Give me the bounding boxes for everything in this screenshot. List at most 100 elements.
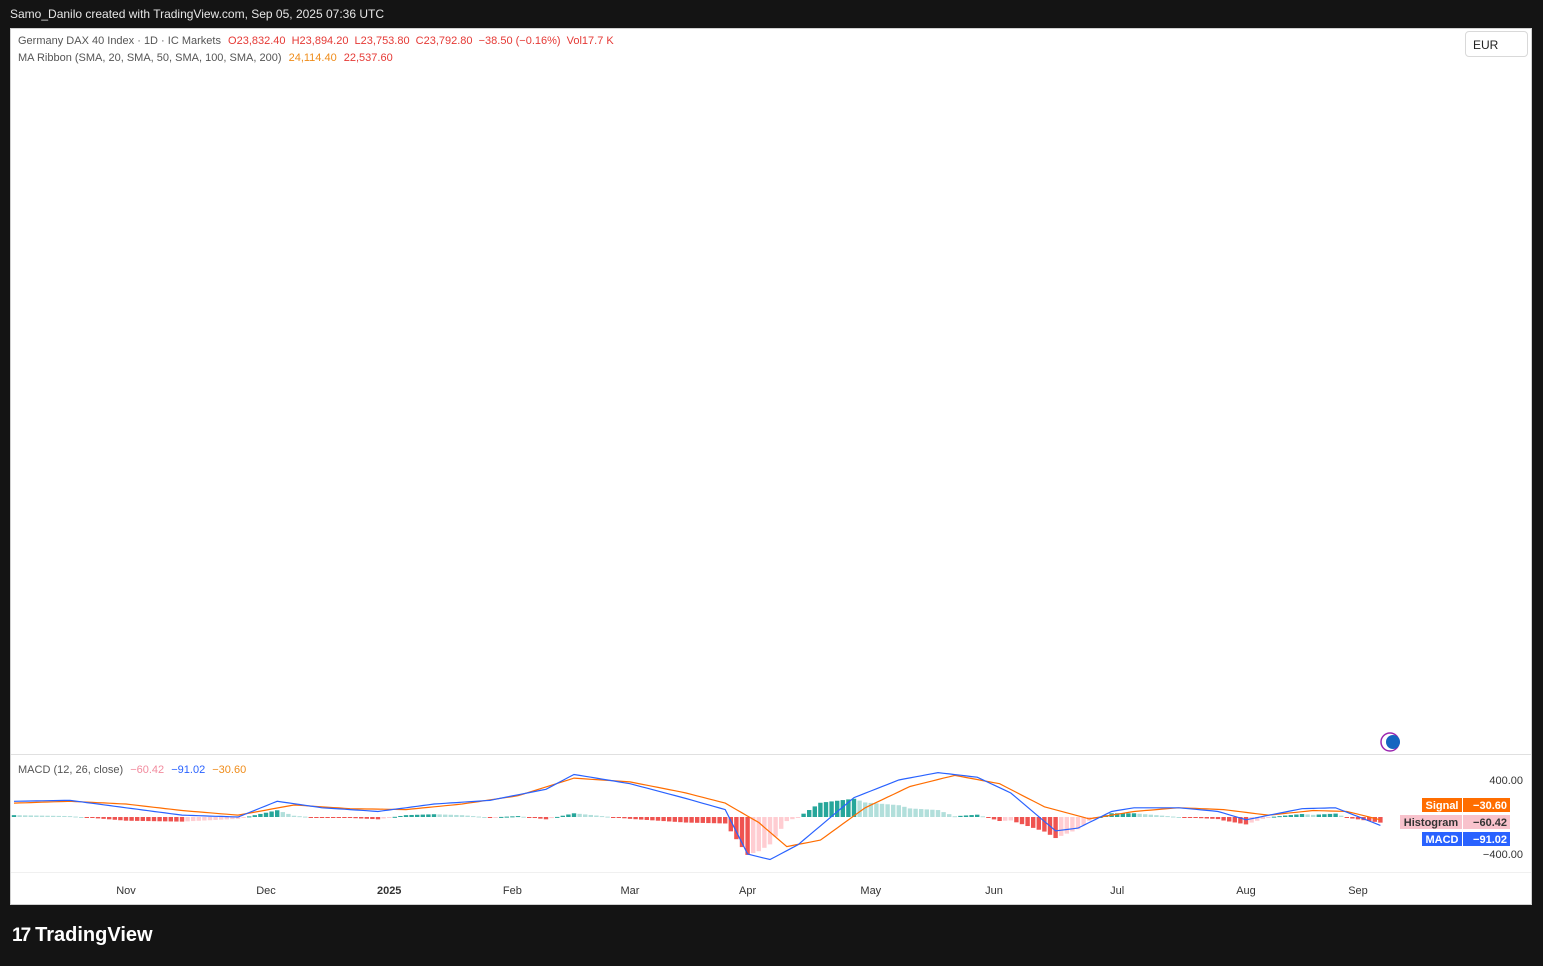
histogram-bar	[431, 814, 437, 817]
histogram-bar	[728, 817, 733, 832]
histogram-bar	[947, 814, 952, 817]
histogram-bar	[314, 817, 319, 818]
ma-ribbon-title: MA Ribbon (SMA, 20, SMA, 50, SMA, 100, S…	[18, 52, 282, 64]
histogram-bar	[667, 817, 672, 822]
histogram-bar	[879, 803, 885, 817]
histogram-bar	[689, 817, 694, 823]
tradingview-icon: 17	[12, 925, 31, 946]
histogram-bar	[258, 813, 263, 817]
histogram-bar	[846, 799, 851, 817]
histogram-bar	[980, 816, 985, 818]
histogram-bar	[1243, 817, 1249, 825]
histogram-tag-value-bg	[1463, 815, 1510, 829]
tradingview-logo[interactable]: 17 TradingView	[12, 924, 153, 947]
signal-tag-label: Signal	[1425, 800, 1458, 812]
histogram-bar	[263, 812, 269, 817]
histogram-bar	[454, 814, 459, 817]
histogram-bar	[661, 817, 666, 822]
histogram-bar	[779, 817, 784, 829]
macd-tag-value: −91.02	[1473, 834, 1507, 846]
histogram-bar	[560, 815, 565, 817]
histogram-bar	[493, 817, 498, 818]
time-axis-label: May	[860, 885, 881, 897]
histogram-bar	[487, 817, 493, 818]
histogram-bar	[465, 815, 470, 817]
histogram-bar	[1299, 813, 1305, 817]
histogram-bar	[252, 815, 257, 817]
symbol-title: Germany DAX 40 Index · 1D · IC Markets	[18, 35, 221, 47]
histogram-bar	[952, 816, 957, 818]
histogram-bar	[1182, 817, 1187, 818]
histogram-bar	[1266, 817, 1271, 818]
histogram-bar	[1339, 815, 1344, 817]
histogram-bar	[902, 806, 907, 817]
histogram-bar	[319, 817, 325, 818]
histogram-bar	[1232, 817, 1237, 823]
histogram-bar	[420, 814, 425, 817]
signal-tag-value-bg	[1463, 798, 1510, 812]
histogram-bar	[706, 817, 711, 824]
histogram-bar	[1271, 816, 1277, 818]
histogram-bar	[364, 817, 369, 819]
histogram-bar	[476, 816, 481, 818]
histogram-bar	[1171, 816, 1176, 818]
histogram-bar	[168, 817, 173, 822]
histogram-bar	[588, 814, 593, 817]
histogram-bar	[1187, 817, 1193, 818]
histogram-bar	[1367, 817, 1372, 822]
histogram-bar	[919, 809, 924, 817]
histogram-bar	[678, 817, 683, 823]
histogram-bar	[353, 817, 358, 819]
histogram-bar	[997, 817, 1002, 822]
histogram-bar	[135, 817, 140, 821]
chart-panel[interactable]	[10, 28, 1532, 905]
histogram-bar	[644, 817, 649, 820]
histogram-bar	[403, 815, 409, 817]
histogram-bar	[1154, 815, 1159, 817]
histogram-bar	[79, 817, 84, 818]
histogram-bar	[857, 800, 862, 817]
histogram-bar	[521, 816, 526, 818]
histogram-bar	[1283, 815, 1288, 817]
histogram-bar	[235, 817, 241, 819]
histogram-bar	[398, 815, 403, 817]
histogram-tag-value: −60.42	[1473, 817, 1507, 829]
time-axis-label: Apr	[739, 885, 756, 897]
histogram-bar	[924, 809, 929, 817]
histogram-bar	[1333, 813, 1338, 817]
histogram-bar	[1165, 816, 1170, 818]
currency-button[interactable]: EUR	[1465, 31, 1528, 57]
histogram-bar	[471, 816, 476, 818]
histogram-bar	[482, 817, 487, 818]
histogram-bar	[1014, 817, 1019, 823]
histogram-bar	[185, 817, 190, 822]
histogram-bar	[823, 802, 829, 817]
histogram-bar	[1327, 813, 1333, 817]
histogram-bar	[336, 817, 341, 818]
ohlc-values: O23,832.40 H23,894.20 L23,753.80 C23,792…	[228, 35, 614, 47]
close-value: 23,792.80	[423, 35, 473, 47]
high-value: 23,894.20	[299, 35, 349, 47]
change-value: −38.50 (−0.16%)	[478, 35, 561, 47]
histogram-bar	[213, 817, 218, 820]
time-axis-label: Nov	[116, 885, 136, 897]
histogram-bar	[1355, 817, 1361, 820]
histogram-bar	[1350, 817, 1355, 819]
symbol-legend: Germany DAX 40 Index · 1D · IC Markets O…	[18, 35, 618, 47]
histogram-bar	[913, 808, 918, 817]
histogram-bar	[627, 817, 633, 819]
histogram-bar	[196, 817, 201, 821]
macd-tick-label: 400.00	[1489, 775, 1523, 787]
histogram-bar	[795, 817, 801, 818]
histogram-bar	[1199, 817, 1204, 819]
signal-tag-label-bg	[1422, 798, 1462, 812]
histogram-bar	[784, 817, 789, 822]
low-value: 23,753.80	[360, 35, 410, 47]
histogram-bar	[123, 817, 129, 821]
histogram-bar	[23, 815, 28, 817]
histogram-bar	[1221, 817, 1226, 821]
macd-line	[13, 771, 1381, 861]
histogram-bar	[958, 815, 963, 817]
histogram-bar	[1003, 817, 1008, 821]
